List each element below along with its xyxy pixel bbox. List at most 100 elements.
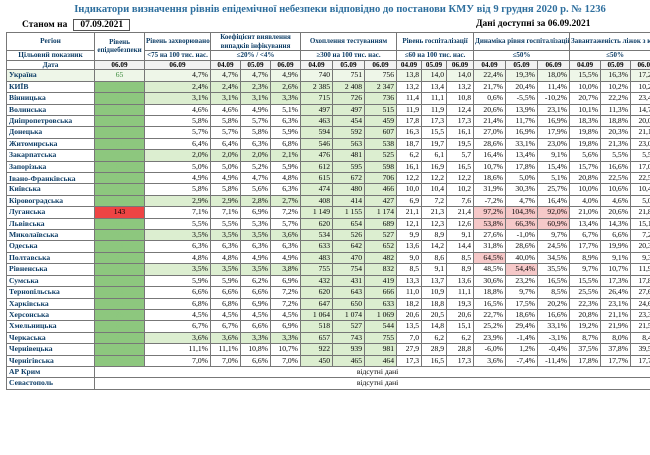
region-name: Донецька (6, 126, 95, 139)
oxygen-value: 23,0% (630, 137, 650, 151)
level-value: 52 (115, 264, 124, 274)
dyn-value: 31,8% (473, 240, 507, 253)
oxygen-value: 20,0% (630, 114, 650, 128)
coef-value: 3,6% (210, 331, 241, 345)
hosp-value: 15,1 (446, 320, 475, 333)
coef-value: 2,0% (210, 149, 241, 162)
hosp-value: 6,1 (421, 149, 448, 162)
region-name: Херсонська (6, 308, 95, 322)
testing-value: 450 (300, 354, 334, 367)
morbidity-value: 4,5% (144, 308, 211, 322)
coef-value: 4,7% (240, 172, 271, 185)
coef-value: 6,8% (210, 297, 241, 310)
testing-value: 1 174 (364, 206, 398, 219)
oxygen-value: 17,3% (600, 274, 632, 288)
testing-value: 427 (364, 194, 398, 208)
dyn-value: 27,0% (473, 126, 507, 139)
dyn-value: 25,2% (473, 320, 507, 333)
region-name: Кіровоградська (6, 194, 95, 208)
level-cell: 42 (94, 331, 145, 345)
hosp-value: 17,3 (396, 354, 423, 367)
header-day: 04.09 (569, 59, 602, 71)
header-day: 04.09 (396, 59, 423, 71)
coef-value: 2,1% (269, 149, 302, 162)
oxygen-value: 37,8% (600, 343, 632, 356)
dyn-value: 9,7% (537, 229, 571, 242)
hosp-value: 21,4 (446, 206, 475, 219)
oxygen-value: 21,5% (630, 320, 650, 333)
testing-value: 1 155 (332, 206, 366, 219)
morbidity-value: 3,1% (144, 92, 211, 105)
region-name: Миколаївська (6, 229, 95, 242)
oxygen-value: 9,3% (630, 251, 650, 265)
oxygen-value: 8,7% (569, 331, 602, 345)
hosp-value: 13,3 (396, 274, 423, 288)
oxygen-value: 19,8% (569, 126, 602, 139)
data-available: Дані доступні за 06.09.2021 (476, 19, 591, 29)
testing-value: 736 (364, 92, 398, 105)
hosp-value: 20,6 (446, 308, 475, 322)
level-cell: 41 (94, 92, 145, 105)
hosp-value: 8,5 (396, 263, 423, 276)
testing-value: 470 (332, 251, 366, 265)
header-day: 06.09 (364, 59, 398, 71)
level-value: 61 (115, 218, 124, 228)
testing-value: 419 (364, 274, 398, 288)
hosp-value: 6,2 (396, 149, 423, 162)
morbidity-value: 6,3% (144, 240, 211, 253)
testing-value: 642 (332, 240, 366, 253)
dyn-value: -7,2% (473, 194, 507, 208)
level-value: 65 (94, 69, 145, 82)
summary-row: Україна 65 4,7% 4,7% 4,7% 4,9% 740 751 756 13,8 14… (6, 69, 650, 82)
testing-value: 563 (332, 137, 366, 151)
level-value: 179 (113, 344, 126, 354)
dyn-value: 16,5% (473, 297, 507, 310)
oxygen-value: 21,0% (569, 206, 602, 219)
coef-value: 2,4% (210, 80, 241, 94)
level-value: 86 (115, 309, 124, 319)
dyn-value: 34,5% (537, 251, 571, 265)
coef-value: 6,6% (210, 286, 241, 299)
coef-value: 4,6% (210, 103, 241, 117)
testing-value: 666 (364, 286, 398, 299)
oxygen-value: 21,1% (630, 126, 650, 139)
oxygen-value: 15,7% (569, 160, 602, 174)
morbidity-value: 7,0% (144, 354, 211, 367)
oxygen-value: 5,5% (600, 149, 632, 162)
dyn-value: 35,5% (537, 263, 571, 276)
oxygen-value: 22,2% (600, 92, 632, 105)
hosp-value: 14,2 (421, 240, 448, 253)
testing-value: 615 (300, 172, 334, 185)
oxygen-value: 25,5% (569, 286, 602, 299)
dyn-value: 21,7% (473, 80, 507, 94)
morbidity-value: 6,6% (144, 286, 211, 299)
hosp-value: 14,0 (446, 69, 475, 82)
level-cell: 52 (94, 263, 145, 276)
level-cell: 57 (94, 172, 145, 185)
region-name: Сумська (6, 274, 95, 288)
hosp-value: 16,5 (446, 160, 475, 174)
morbidity-value: 3,5% (144, 263, 211, 276)
hosp-value: 19,3 (446, 297, 475, 310)
header-day: 04.09 (210, 59, 241, 71)
oxygen-value: 17,8% (569, 354, 602, 367)
hosp-value: 12,1 (396, 217, 423, 231)
hosp-value: 9,1 (421, 263, 448, 276)
testing-value: 726 (332, 92, 366, 105)
hosp-value: 14,8 (421, 320, 448, 333)
oxygen-value: 14,3% (600, 217, 632, 231)
testing-value: 476 (300, 149, 334, 162)
oxygen-value: 10,4% (630, 183, 650, 196)
coef-value: 5,9% (269, 160, 302, 174)
hosp-value: 9,1 (446, 229, 475, 242)
dyn-value: 20,6% (473, 103, 507, 117)
header-day: 05.09 (332, 59, 366, 71)
dyn-value: 33,1% (505, 137, 539, 151)
level-value: 57 (115, 173, 124, 183)
hosp-value: 16,1 (446, 126, 475, 139)
hosp-value: 18,7 (396, 137, 423, 151)
coef-value: 6,3% (269, 183, 302, 196)
testing-value: 464 (364, 354, 398, 367)
testing-value: 482 (364, 251, 398, 265)
hosp-value: 10,9 (421, 286, 448, 299)
